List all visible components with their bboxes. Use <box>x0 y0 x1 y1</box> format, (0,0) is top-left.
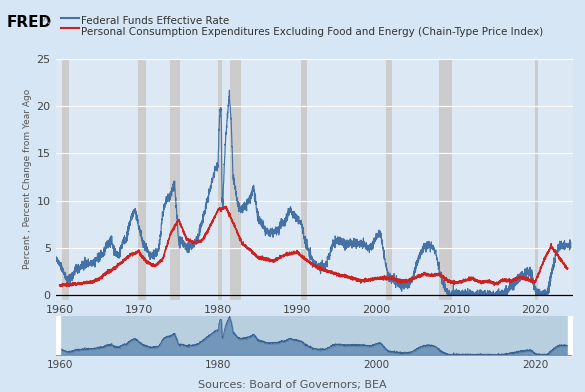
Bar <box>301 59 307 300</box>
Bar <box>439 59 452 300</box>
Bar <box>138 59 146 300</box>
Text: Sources: Board of Governors; BEA: Sources: Board of Governors; BEA <box>198 380 387 390</box>
Text: Personal Consumption Expenditures Excluding Food and Energy (Chain-Type Price In: Personal Consumption Expenditures Exclud… <box>81 27 543 37</box>
Bar <box>170 59 180 300</box>
Bar <box>386 59 392 300</box>
Bar <box>535 59 538 300</box>
Y-axis label: Percent , Percent Change from Year Ago: Percent , Percent Change from Year Ago <box>23 89 32 269</box>
Text: Federal Funds Effective Rate: Federal Funds Effective Rate <box>81 16 229 27</box>
Bar <box>230 59 241 300</box>
Bar <box>61 59 69 300</box>
Text: FRED: FRED <box>7 15 52 30</box>
Bar <box>218 59 222 300</box>
Bar <box>53 316 60 355</box>
Text: ∿: ∿ <box>42 15 53 28</box>
Bar <box>568 316 574 355</box>
